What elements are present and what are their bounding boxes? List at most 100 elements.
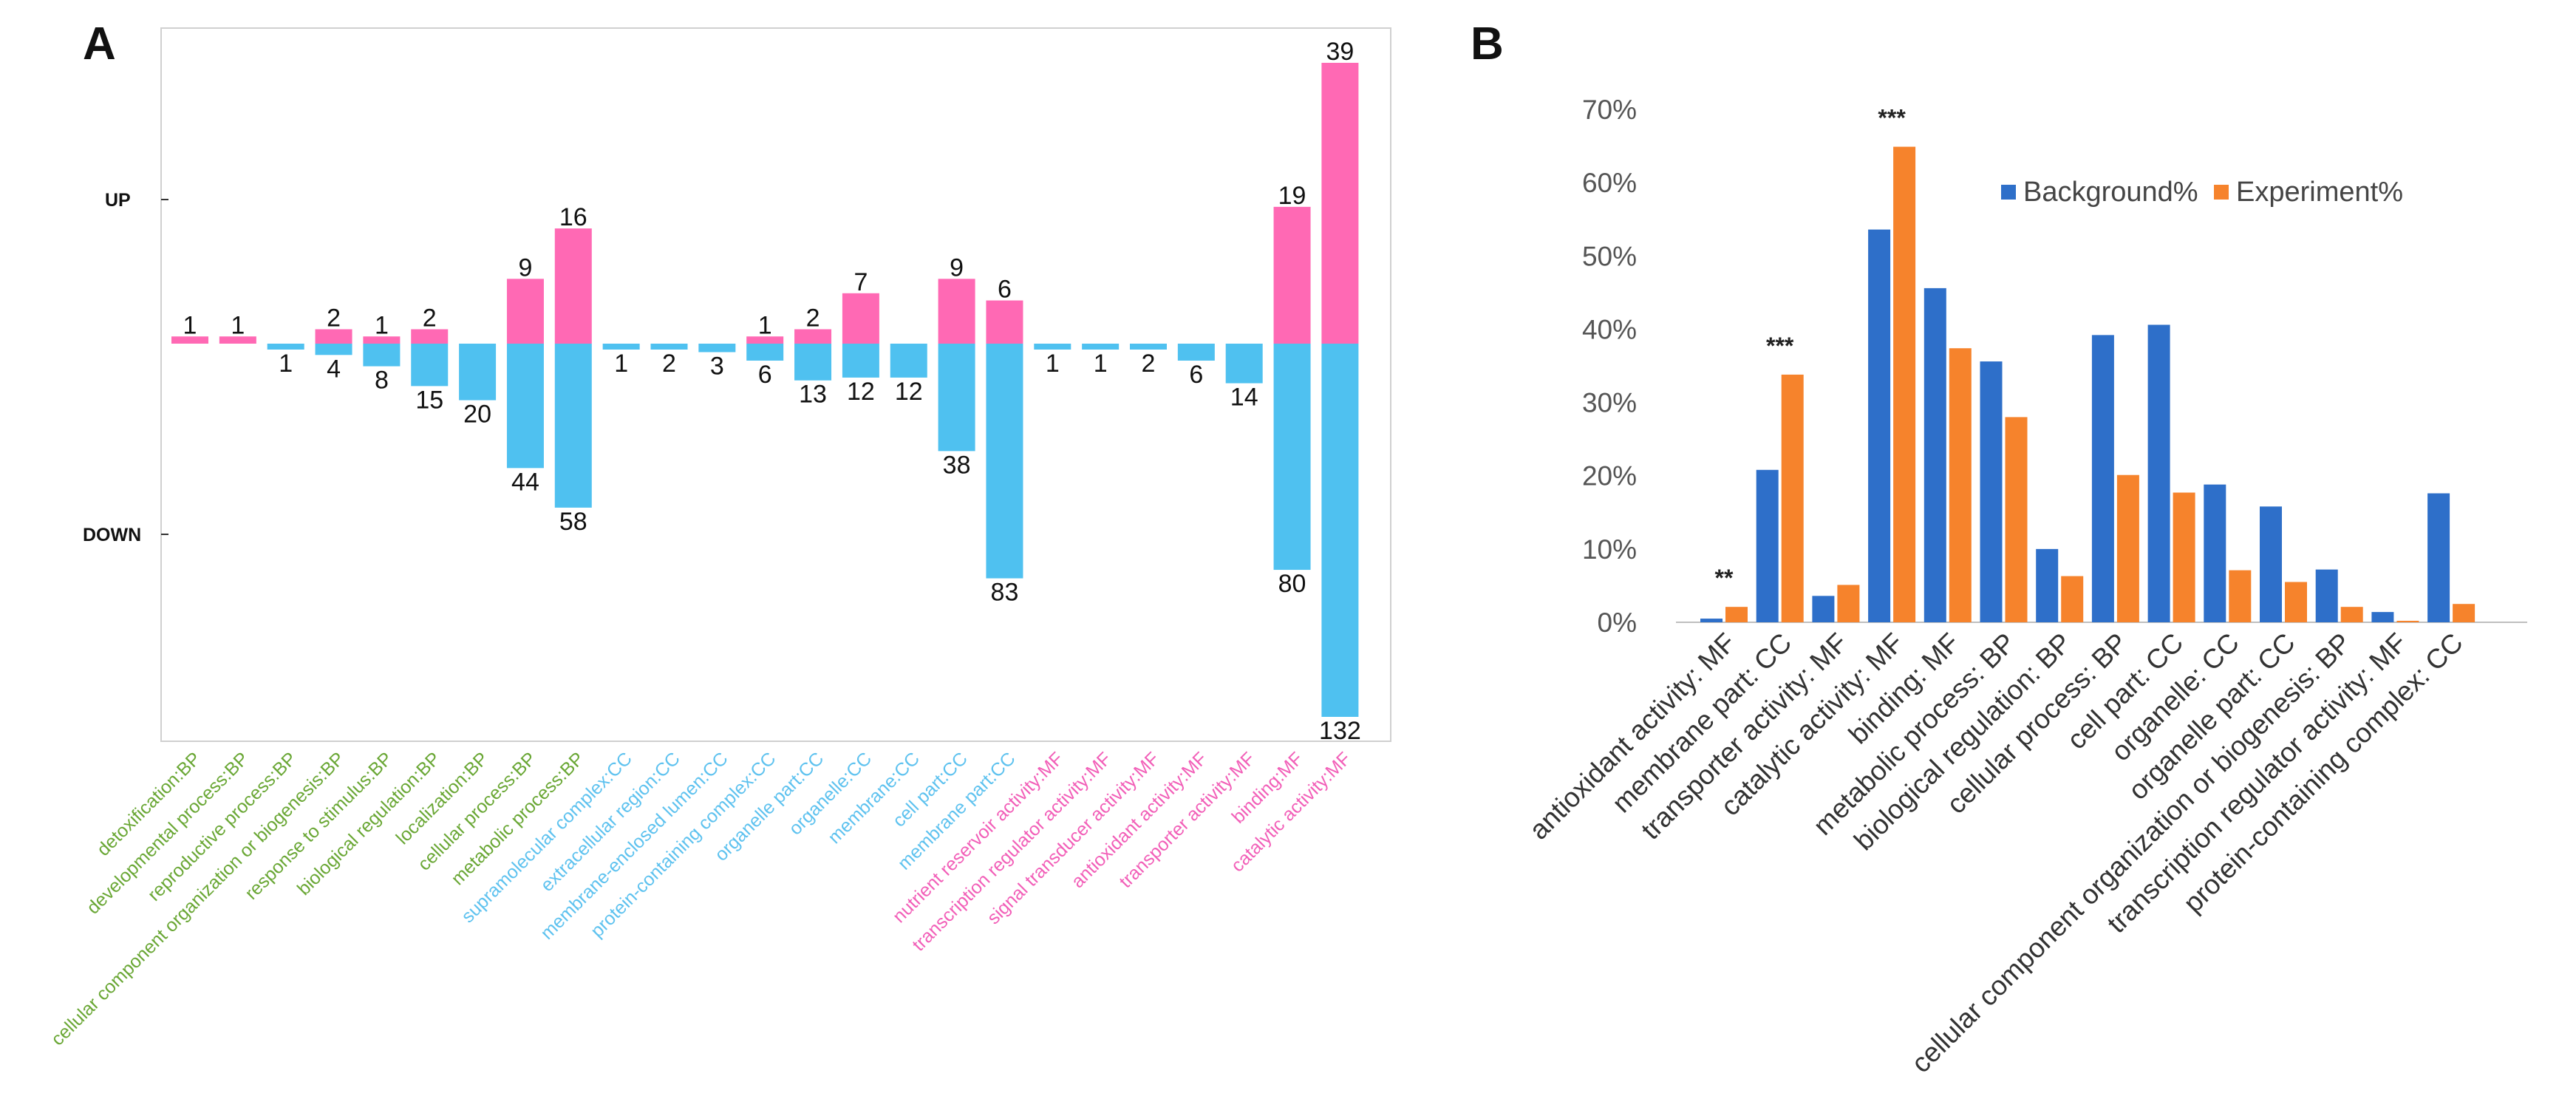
up-value-label: 19 [1278,182,1306,210]
y-tick-label: 0% [1598,607,1637,638]
background-bar [1756,469,1779,622]
down-label: DOWN [83,525,141,545]
experiment-bar [2173,492,2195,622]
down-bar [1273,344,1311,571]
background-bar [2204,484,2226,622]
down-value-label: 1 [1046,350,1060,378]
up-bar [411,329,449,344]
panel-a-frame [160,27,1391,742]
down-value-label: 4 [327,355,341,383]
y-tick-label: 60% [1582,168,1637,198]
down-value-label: 8 [375,367,389,395]
down-value-label: 44 [511,468,539,496]
up-bar [986,300,1023,344]
up-value-label: 39 [1326,38,1354,66]
panel-b-y-axis: 0% 10% 20% 30% 40% 50% 60% 70% [1582,95,1637,638]
up-value-label: 1 [758,311,772,339]
background-bar [2091,335,2114,622]
y-tick-label: 20% [1582,461,1637,491]
up-bar [315,329,352,344]
down-value-label: 1 [614,350,628,378]
y-tick-label: 30% [1582,388,1637,418]
background-bar [1812,596,1835,622]
legend-experiment-swatch [2214,185,2229,200]
up-value-label: 9 [950,253,964,282]
down-bar [698,344,736,353]
down-bar [554,344,592,508]
down-bar [1034,344,1071,350]
background-bar [2036,548,2059,622]
down-bar [411,344,449,387]
up-value-label: 9 [518,253,532,282]
up-bar [938,279,975,344]
down-bar [315,344,352,355]
down-value-label: 38 [943,451,971,479]
up-bar [171,336,208,344]
up-value-label: 1 [183,311,197,339]
y-tick-label: 40% [1582,314,1637,344]
up-bar [746,336,784,344]
significance-marker: *** [1766,333,1794,359]
up-bar [1273,206,1311,344]
down-value-label: 2 [662,350,676,378]
experiment-bar [1949,348,1972,622]
down-bar [986,344,1023,579]
up-bar [794,329,832,344]
down-bar [1225,344,1263,384]
up-value-label: 1 [375,311,389,339]
up-value-label: 2 [327,304,341,333]
experiment-bar [2453,604,2476,622]
experiment-bar [2285,582,2307,622]
up-value-label: 16 [559,203,587,231]
background-bar [2260,506,2282,622]
experiment-bar [2340,607,2363,622]
background-bar [1980,361,2003,622]
down-bar [650,344,688,350]
y-tick-label: 50% [1582,241,1637,271]
y-tick-label: 70% [1582,95,1637,125]
down-value-label: 80 [1278,570,1306,598]
significance-marker: ** [1715,565,1734,591]
up-value-label: 2 [423,304,437,333]
up-bar [363,336,401,344]
down-value-label: 83 [991,579,1019,607]
experiment-bar [1893,146,1916,622]
up-value-label: 6 [998,276,1012,304]
background-bar [1924,287,1946,622]
down-bar [890,344,927,378]
experiment-bar [1837,585,1860,622]
panel-b-bars [1700,146,2476,622]
down-bar [938,344,975,452]
down-bar [746,344,784,361]
down-value-label: 132 [1319,717,1361,745]
background-bar [2315,569,2338,622]
down-bar [1177,344,1215,361]
background-bar [2371,612,2394,622]
background-bar [2147,324,2170,622]
down-bar [842,344,879,378]
down-value-label: 6 [758,361,772,389]
background-bar [1868,229,1891,622]
down-value-label: 6 [1189,361,1203,389]
up-value-label: 7 [853,268,868,296]
experiment-bar [2229,570,2252,622]
legend-background-swatch [2001,185,2016,200]
legend-background-label: Background% [2023,177,2198,208]
down-value-label: 1 [279,350,293,378]
down-bar [459,344,497,401]
down-value-label: 58 [559,508,587,536]
up-value-label: 2 [806,304,820,333]
up-value-label: 1 [231,311,245,339]
up-bar [554,228,592,344]
down-bar [363,344,401,367]
up-bar [506,279,544,344]
down-value-label: 1 [1094,350,1108,378]
down-value-label: 20 [463,401,491,429]
background-bar [1700,619,1723,622]
down-value-label: 14 [1230,384,1258,412]
significance-marker: *** [1878,105,1906,132]
down-bar [1130,344,1167,350]
